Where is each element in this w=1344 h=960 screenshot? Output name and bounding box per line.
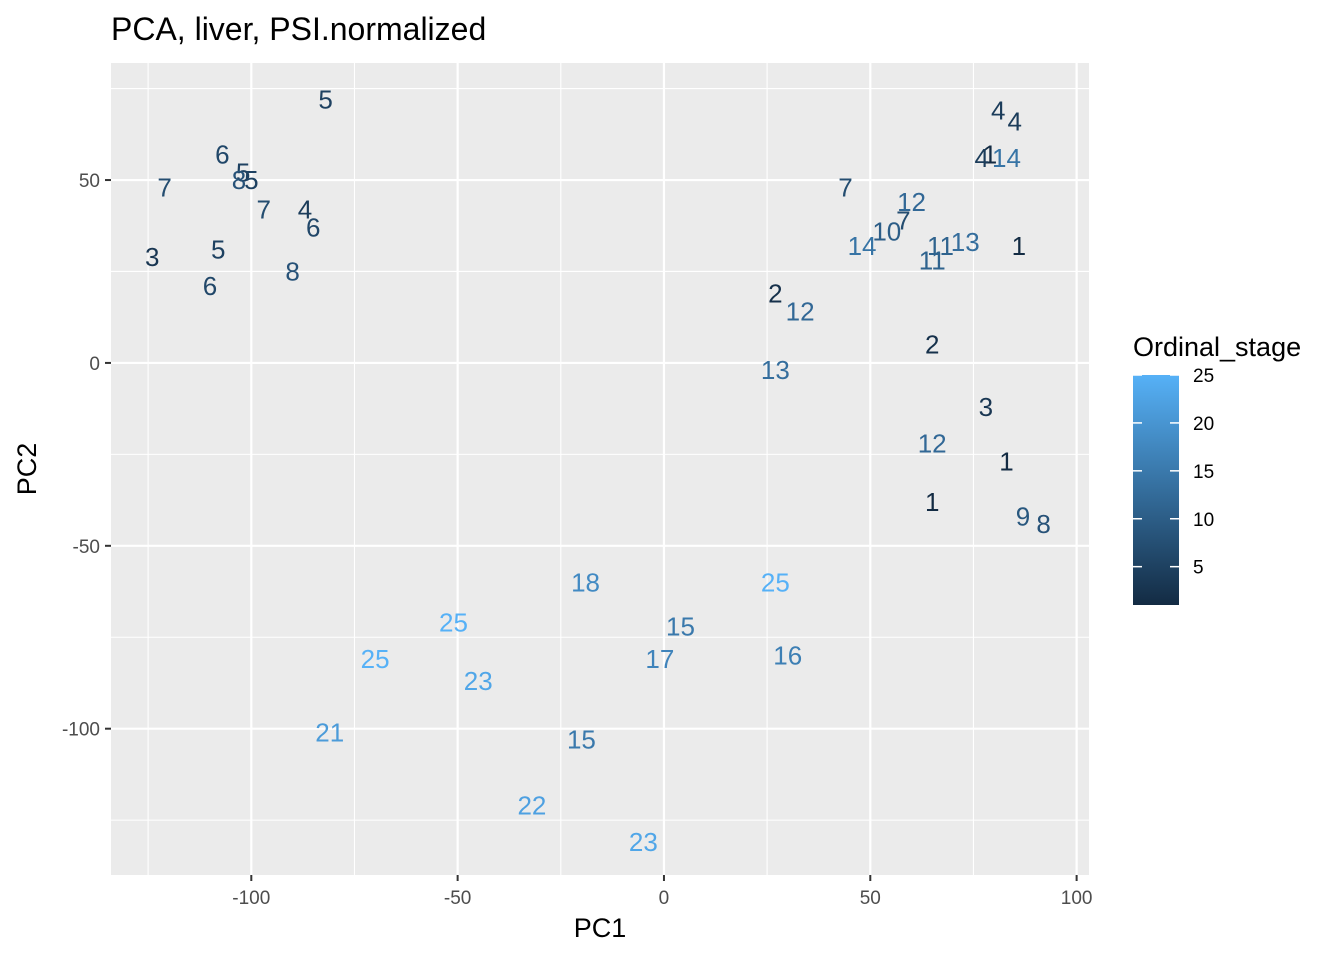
point-label: 6 xyxy=(203,271,217,301)
y-tick-label: -100 xyxy=(62,720,100,741)
point-label: 8 xyxy=(232,165,246,195)
point-label: 3 xyxy=(979,392,993,422)
point-label: 4 xyxy=(991,96,1005,126)
point-label: 8 xyxy=(1036,509,1050,539)
point-label: 15 xyxy=(666,611,695,641)
point-label: 1 xyxy=(925,487,939,517)
point-label: 16 xyxy=(773,641,802,671)
point-label: 4 xyxy=(1007,107,1021,137)
x-tick-label: -50 xyxy=(444,888,471,909)
point-label: 5 xyxy=(318,85,332,115)
legend-ticks: 5 10 15 20 25 xyxy=(1133,366,1214,579)
legend-tick-label: 5 xyxy=(1193,558,1204,579)
y-axis-title: PC2 xyxy=(12,443,42,496)
point-label: 1 xyxy=(999,447,1013,477)
point-label: 17 xyxy=(645,644,674,674)
x-tick-label: 0 xyxy=(659,888,670,909)
point-label: 1 xyxy=(1012,231,1026,261)
point-label: 15 xyxy=(567,725,596,755)
plot-panel xyxy=(111,63,1089,875)
point-label: 1 xyxy=(983,139,997,169)
point-label: 7 xyxy=(157,172,171,202)
point-label: 2 xyxy=(925,330,939,360)
legend-tick-label: 20 xyxy=(1193,414,1214,435)
point-label: 5 xyxy=(236,158,250,188)
point-label: 4 xyxy=(298,194,312,224)
x-tick-label: -100 xyxy=(232,888,270,909)
point-label: 11 xyxy=(927,231,954,261)
point-label: 12 xyxy=(786,297,815,327)
point-label: 11 xyxy=(919,246,946,276)
point-label: 9 xyxy=(1016,502,1030,532)
point-label: 7 xyxy=(256,194,270,224)
grid-major xyxy=(111,63,1089,875)
chart-title: PCA, liver, PSI.normalized xyxy=(111,11,486,47)
x-tick-label: 100 xyxy=(1061,888,1093,909)
x-axis: -100 -50 0 50 100 xyxy=(232,875,1092,909)
grid-minor xyxy=(111,63,1089,875)
point-label: 13 xyxy=(761,355,790,385)
legend: Ordinal_stage 5 10 15 20 25 xyxy=(1133,332,1301,605)
point-label: 23 xyxy=(464,666,493,696)
y-axis: -100 -50 0 50 xyxy=(62,171,111,741)
y-tick-label: 50 xyxy=(79,171,100,192)
legend-tick-label: 25 xyxy=(1193,366,1214,387)
point-label: 12 xyxy=(918,428,947,458)
point-label: 5 xyxy=(244,165,258,195)
point-label: 13 xyxy=(951,227,980,257)
legend-tick-label: 10 xyxy=(1193,510,1214,531)
legend-title: Ordinal_stage xyxy=(1133,332,1301,362)
point-label: 21 xyxy=(315,717,344,747)
legend-colorbar xyxy=(1133,375,1179,605)
y-tick-label: -50 xyxy=(73,537,100,558)
point-label: 12 xyxy=(897,187,926,217)
point-label: 3 xyxy=(145,242,159,272)
point-label: 5 xyxy=(211,235,225,265)
point-label: 18 xyxy=(571,567,600,597)
point-label: 7 xyxy=(838,172,852,202)
x-axis-title: PC1 xyxy=(574,913,627,943)
x-tick-label: 50 xyxy=(860,888,881,909)
point-label: 22 xyxy=(517,791,546,821)
point-label: 23 xyxy=(629,827,658,857)
point-label: 6 xyxy=(306,213,320,243)
point-label: 2 xyxy=(768,278,782,308)
point-label: 7 xyxy=(896,205,910,235)
legend-tick-label: 15 xyxy=(1193,462,1214,483)
point-label: 25 xyxy=(761,567,790,597)
y-tick-label: 0 xyxy=(89,354,100,375)
point-label: 14 xyxy=(992,143,1021,173)
point-label: 10 xyxy=(872,216,901,246)
point-label: 25 xyxy=(361,644,390,674)
point-label: 6 xyxy=(215,139,229,169)
point-label: 25 xyxy=(439,608,468,638)
point-label: 14 xyxy=(848,231,877,261)
point-label: 4 xyxy=(974,143,988,173)
point-label: 8 xyxy=(285,256,299,286)
